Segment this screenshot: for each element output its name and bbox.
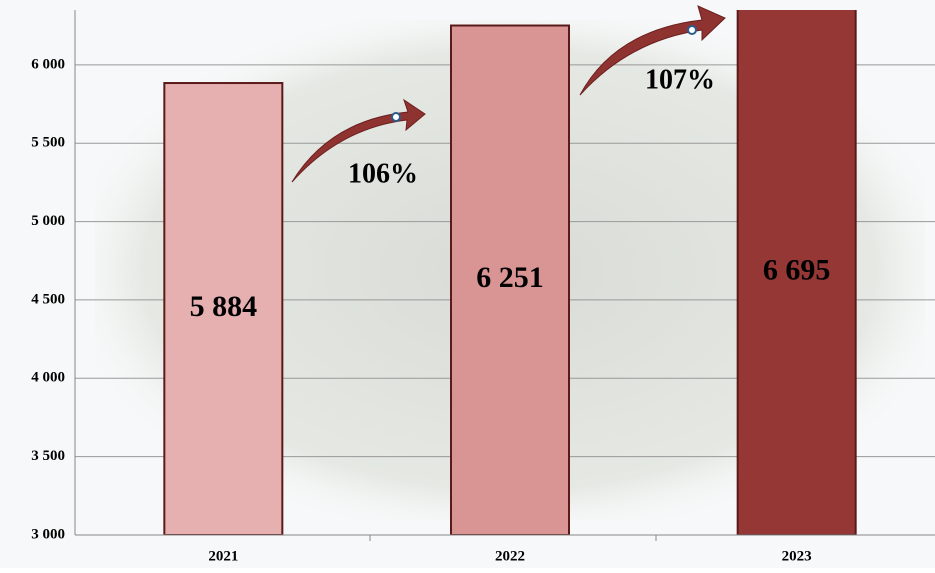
y-tick-label: 5 000 [31, 213, 65, 229]
y-tick-label: 5 500 [31, 135, 65, 151]
growth-arrow [291, 98, 426, 183]
y-tick-label: 3 500 [31, 448, 65, 464]
value-label: 6 695 [763, 253, 831, 286]
x-tick-label: 2022 [495, 548, 525, 564]
arrow-dot [687, 25, 697, 35]
y-tick-label: 4 500 [31, 291, 65, 307]
bar [450, 24, 570, 535]
bar [163, 82, 284, 535]
x-tick-label: 2023 [782, 548, 812, 564]
arrow-dot [391, 112, 401, 122]
y-tick-label: 4 000 [31, 370, 65, 386]
bars [163, 10, 857, 535]
x-tick-label: 2021 [208, 548, 238, 564]
value-label: 6 251 [476, 261, 544, 294]
growth-label: 107% [645, 64, 715, 95]
growth-label: 106% [348, 158, 418, 189]
y-tick-label: 3 000 [31, 526, 65, 542]
y-tick-label: 6 000 [31, 56, 65, 72]
bar [736, 10, 857, 535]
value-label: 5 884 [190, 290, 258, 323]
